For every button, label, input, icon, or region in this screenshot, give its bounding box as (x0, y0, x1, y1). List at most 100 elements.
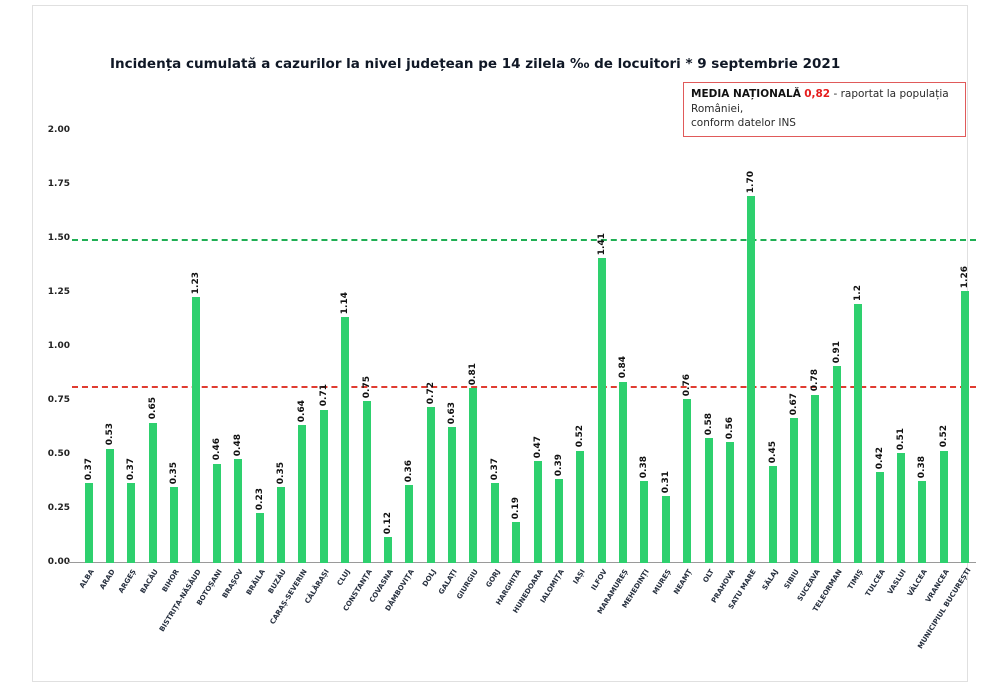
y-axis-tick-label: 1.50 (47, 233, 70, 243)
bar-value-label: 0.31 (660, 470, 671, 494)
bar-slot: 0.37 ARGEȘ (117, 131, 142, 595)
bar-value-label: 0.75 (361, 375, 372, 398)
legend-label: MEDIA NAȚIONALĂ (691, 88, 801, 100)
bar-slot: 0.39 IALOMIȚA (539, 131, 569, 605)
bar-value-label: 0.51 (895, 427, 906, 450)
bar-value-label: 1.70 (746, 170, 757, 193)
y-axis-tick-label: 1.25 (47, 287, 70, 297)
bar-value-label: 1.14 (340, 291, 351, 314)
bar (661, 496, 670, 563)
bar (961, 290, 970, 563)
bar (469, 388, 478, 563)
bar-slot: 0.37 ALBA (78, 131, 99, 590)
bar (191, 297, 200, 563)
bar-value-label: 0.52 (575, 425, 586, 448)
bar-value-label: 0.47 (532, 436, 543, 459)
bar-slot: 0.56 PRAHOVA (710, 131, 740, 605)
y-axis-tick-label: 1.75 (47, 179, 70, 189)
bar (298, 424, 307, 563)
bar-value-label: 1.23 (190, 272, 201, 295)
bar (405, 485, 414, 563)
legend-suffix: - raportat la populația României, (691, 88, 949, 115)
bar (811, 394, 820, 563)
bar-value-label: 0.67 (789, 393, 800, 416)
bar-slot: 0.67 SIBIU (783, 131, 804, 590)
bar-slot: 0.64 CARAȘ-SEVERIN (269, 131, 313, 626)
bar-value-label: 1.26 (960, 265, 971, 288)
bar-value-label: 0.35 (276, 462, 287, 485)
bar (448, 426, 457, 563)
bar (854, 303, 863, 563)
bar (790, 418, 799, 563)
bar-value-label: 0.72 (425, 382, 436, 405)
bar (234, 459, 243, 563)
bar-slot: 0.63 GALAȚI (437, 131, 462, 596)
legend-line2: conform datelor INS (691, 117, 796, 130)
bar-slot: 0.38 VÂLCEA (906, 131, 933, 598)
bar-value-label: 0.64 (297, 399, 308, 422)
bar-slot: 0.42 TULCEA (864, 131, 890, 598)
bar (576, 450, 585, 563)
bar-value-label: 0.37 (489, 457, 500, 481)
bar-value-label: 0.36 (404, 460, 415, 483)
bar-value-label: 0.84 (618, 356, 629, 379)
bar-slot: 0.35 BUZĂU (267, 131, 291, 595)
bar-value-label: 0.91 (831, 341, 842, 364)
bar (640, 480, 649, 563)
bar-slot: 0.46 BOTOȘANI (195, 131, 227, 607)
bar (277, 487, 286, 563)
bar (426, 407, 435, 563)
bar-slot: 0.53 ARAD (98, 131, 120, 591)
bar-slot: 0.58 OLT (698, 131, 719, 585)
bar-slot: 0.91 TELEORMAN (811, 131, 847, 613)
bar-value-label: 0.65 (147, 397, 158, 420)
threshold-line-green (72, 239, 976, 241)
bar-slot: 0.75 CONSTANȚA (341, 131, 377, 613)
bar-value-label: 0.71 (318, 384, 329, 407)
bar-slot: 0.36 DÂMBOVIȚA (384, 131, 420, 613)
x-axis-line (68, 562, 976, 563)
bar-value-label: 0.37 (83, 457, 94, 481)
y-axis-tick-label: 0.00 (47, 557, 70, 567)
bar (725, 442, 734, 563)
y-axis-tick-label: 0.75 (47, 395, 70, 405)
bar-value-label: 0.35 (169, 462, 180, 485)
bar-slot: 0.72 DOLJ (420, 131, 441, 588)
bar-value-label: 1.2 (853, 284, 864, 301)
bar-value-label: 0.37 (126, 457, 137, 481)
bar (918, 480, 927, 563)
bar-slot: 0.51 VASLUI (886, 131, 911, 596)
bar (554, 478, 563, 563)
bar-slot: 0.45 SĂLAJ (761, 131, 783, 592)
bar (512, 521, 521, 563)
bar-value-label: 0.12 (382, 511, 393, 535)
y-axis-tick-label: 2.00 (47, 125, 70, 135)
bar (148, 422, 157, 563)
bar-value-label: 0.48 (233, 434, 244, 457)
bar (127, 483, 136, 563)
bar (683, 398, 692, 563)
bar (106, 448, 115, 563)
bar-slot: 0.52 IAȘI (570, 131, 591, 585)
bar-value-label: 0.39 (553, 453, 564, 476)
bar-slot: 0.38 MEHEDINȚI (621, 131, 655, 610)
bar-slot: 1.26 MUNICIPIUL BUCUREȘTI (916, 131, 975, 651)
bar (768, 465, 777, 563)
national-average-line (72, 385, 976, 388)
bar-slot: 0.37 GORJ (484, 131, 505, 589)
bar-slot: 1.41 ILFOV (589, 131, 612, 592)
bar-value-label: 0.38 (639, 455, 650, 478)
bar-value-label: 0.52 (938, 425, 949, 448)
chart-title: Incidența cumulată a cazurilor la nivel … (110, 56, 841, 72)
bar-value-label: 0.23 (254, 488, 265, 511)
bar-value-label: 0.63 (447, 401, 458, 424)
bar-slot: 1.14 CLUJ (335, 131, 356, 588)
y-axis: 2.00 1.75 1.50 1.25 1.00 0.75 0.50 0.25 0.00 (34, 125, 70, 567)
bar-slot: 0.47 HUNEDOARA (511, 131, 548, 614)
bar (939, 450, 948, 563)
bar-slot: 0.35 BIHOR (161, 131, 185, 593)
bar-slot: 0.78 SUCEAVA (796, 131, 826, 602)
bar-slot: 0.81 GIURGIU (456, 131, 484, 601)
bar-slot: 0.76 NEAMȚ (672, 131, 698, 596)
bar-value-label: 1.41 (596, 233, 607, 256)
